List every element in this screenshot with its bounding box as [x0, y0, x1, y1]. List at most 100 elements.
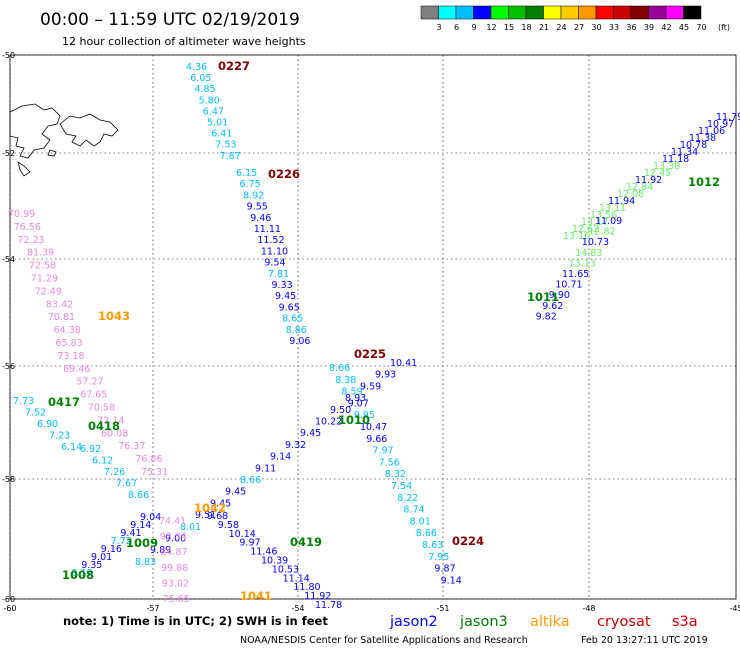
scale-tick-label: 42 [661, 23, 671, 32]
coastline-path [9, 103, 61, 159]
wave-height-label: 8.93 [345, 393, 366, 404]
wave-height-label: 9.87 [434, 564, 455, 575]
coastline-path [17, 161, 31, 177]
wave-height-label: 11.78 [315, 600, 342, 611]
wave-height-label: 9.97 [239, 538, 260, 549]
wave-height-label: 74.41 [159, 516, 186, 527]
wave-height-label: 60.08 [101, 428, 128, 439]
wave-height-label: 83.42 [46, 299, 73, 310]
wave-height-label: 5.01 [207, 118, 228, 129]
coastline-path [47, 149, 57, 157]
wave-height-label: 11.65 [562, 269, 589, 280]
wave-height-label: 8.22 [397, 493, 418, 504]
wave-height-label: 7.72 [111, 536, 132, 547]
track-0418: 6.926.127.267.678.66 0418 [80, 419, 149, 501]
wave-height-label: 10.47 [360, 422, 387, 433]
pass-time-label: 0417 [48, 395, 80, 409]
wave-height-label: 9.14 [441, 575, 462, 586]
wave-height-label: 9.11 [255, 463, 276, 474]
scale-swatch [683, 5, 702, 20]
wave-height-label: 9.66 [366, 434, 387, 445]
satellite-tracks: 4.366.054.855.806.475.016.417.537.87 0227… [8, 59, 740, 611]
wave-height-label: 12.84 [626, 182, 653, 193]
wave-height-label: 14.83 [575, 248, 602, 259]
pass-time-label: 0225 [354, 347, 386, 361]
wave-height-label: 81.39 [27, 248, 54, 259]
scale-swatch [630, 5, 649, 20]
scale-tick-label: 33 [609, 23, 619, 32]
wave-height-label: 7.81 [268, 269, 289, 280]
wave-height-label: 12.08 [617, 189, 644, 200]
wave-height-label: 9.45 [275, 291, 296, 302]
wave-height-label: 7.26 [104, 467, 125, 478]
latitude-tick-label: -50 [2, 51, 15, 60]
longitude-tick-label: -54 [291, 604, 304, 613]
wave-height-label: 7.23 [49, 431, 70, 442]
wave-height-label: 12.82 [588, 227, 615, 238]
wave-height-label: 65.83 [56, 338, 83, 349]
wave-height-label: 9.93 [375, 370, 396, 381]
wave-height-label: 9.95 [354, 410, 375, 421]
wave-height-label: 9.58 [218, 520, 239, 531]
scale-swatch [508, 5, 527, 20]
pass-time-label: 0419 [290, 535, 322, 549]
wave-height-label: 9.01 [91, 552, 112, 563]
scale-swatch [525, 5, 544, 20]
wave-height-label: 9.46 [250, 213, 271, 224]
pass-time-label: 1008 [62, 568, 94, 582]
wave-height-label: 9.04 [140, 512, 161, 523]
track-0226: 6.156.758.929.559.4611.1111.5211.109.547… [236, 167, 310, 347]
wave-height-label: 10.97 [707, 119, 734, 130]
wave-height-label: 75.65 [163, 594, 190, 605]
wave-height-label: 7.54 [391, 481, 412, 492]
wave-height-label: 99.88 [161, 563, 188, 574]
latitude-tick-label: -52 [2, 149, 15, 158]
footer-note: note: 1) Time is in UTC; 2) SWH is in fe… [63, 614, 328, 628]
wave-height-label: 10.78 [680, 140, 707, 151]
wave-height-label: 11.94 [608, 196, 635, 207]
wave-height-label: 7.53 [215, 140, 236, 151]
wave-height-label: 92.34 [160, 532, 187, 543]
wave-height-label: 8.86 [286, 325, 307, 336]
wave-height-label: 9.54 [264, 258, 285, 269]
wave-height-label: 70.81 [48, 312, 75, 323]
scale-swatch [543, 5, 562, 20]
wave-height-label: 7.73 [13, 396, 34, 407]
graticule: -50 -52 -54 -56 -58 -60-60 -57 -54 -51 -48 -45 [2, 51, 740, 613]
wave-height-label: 11.52 [257, 235, 284, 246]
legend-s3a: s3a [672, 614, 698, 630]
scale-swatch [490, 5, 509, 20]
wave-height-label: 8.01 [180, 522, 201, 533]
scale-swatch [648, 5, 667, 20]
wave-height-label: 9.51 [195, 510, 216, 521]
track-1041: 1041 [240, 589, 272, 603]
wave-height-label: 6.47 [203, 106, 224, 117]
wave-height-label: 72.58 [29, 261, 56, 272]
wave-height-label: 6.05 [190, 73, 211, 84]
track-0225: 8.668.388.599.079.9510.479.667.977.568.3… [329, 347, 462, 586]
scale-tick-label: 70 [696, 23, 706, 32]
wave-height-label: 7.87 [220, 151, 241, 162]
wave-height-label: 10.14 [229, 529, 256, 540]
wave-height-label: 9.65 [279, 302, 300, 313]
longitude-tick-label: -48 [582, 604, 595, 613]
track-1010: 10.419.939.598.939.5010.229.459.329.149.… [135, 358, 417, 568]
wave-height-label: 9.89 [150, 545, 171, 556]
scale-tick-label: 45 [679, 23, 689, 32]
wave-height-label: 8.32 [385, 469, 406, 480]
pass-time-label: 1009 [126, 536, 158, 550]
wave-height-label: 9.14 [270, 452, 291, 463]
wave-height-label: 11.09 [595, 216, 622, 227]
wave-height-label: 64.38 [54, 325, 81, 336]
coastline-path [59, 113, 119, 147]
pass-time-label: 0226 [268, 167, 300, 181]
wave-height-label: 10.41 [390, 358, 417, 369]
wave-height-label: 13.13 [569, 258, 596, 269]
scale-swatch [595, 5, 614, 20]
wave-height-label: 70.58 [88, 403, 115, 414]
wave-height-label: 6.14 [61, 442, 82, 453]
wave-height-label: 67.65 [80, 390, 107, 401]
map-panel: -50 -52 -54 -56 -58 -60-60 -57 -54 -51 -48 -45 4.3… [2, 51, 740, 613]
track-1008: 1008 [62, 568, 94, 582]
scale-tick-label: 39 [644, 23, 654, 32]
